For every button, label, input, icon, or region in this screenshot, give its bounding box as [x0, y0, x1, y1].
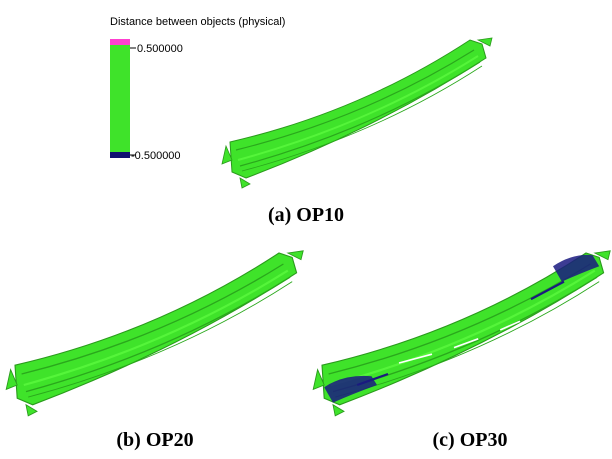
legend-max-label: 0.500000 [137, 43, 183, 55]
caption-c: (c) OP30 [433, 429, 508, 451]
legend-title: Distance between objects (physical) [110, 16, 285, 28]
legend-min-swatch [110, 152, 130, 158]
caption-b: (b) OP20 [116, 429, 193, 451]
render-op30 [313, 251, 610, 416]
legend-min-label: -0.500000 [131, 150, 181, 162]
legend-max-swatch [110, 39, 130, 45]
render-op20 [6, 251, 303, 416]
legend-mid-swatch [110, 45, 130, 152]
figure: Distance between objects (physical) 0.50… [0, 0, 612, 459]
caption-a: (a) OP10 [268, 204, 344, 226]
render-op10 [222, 38, 492, 188]
